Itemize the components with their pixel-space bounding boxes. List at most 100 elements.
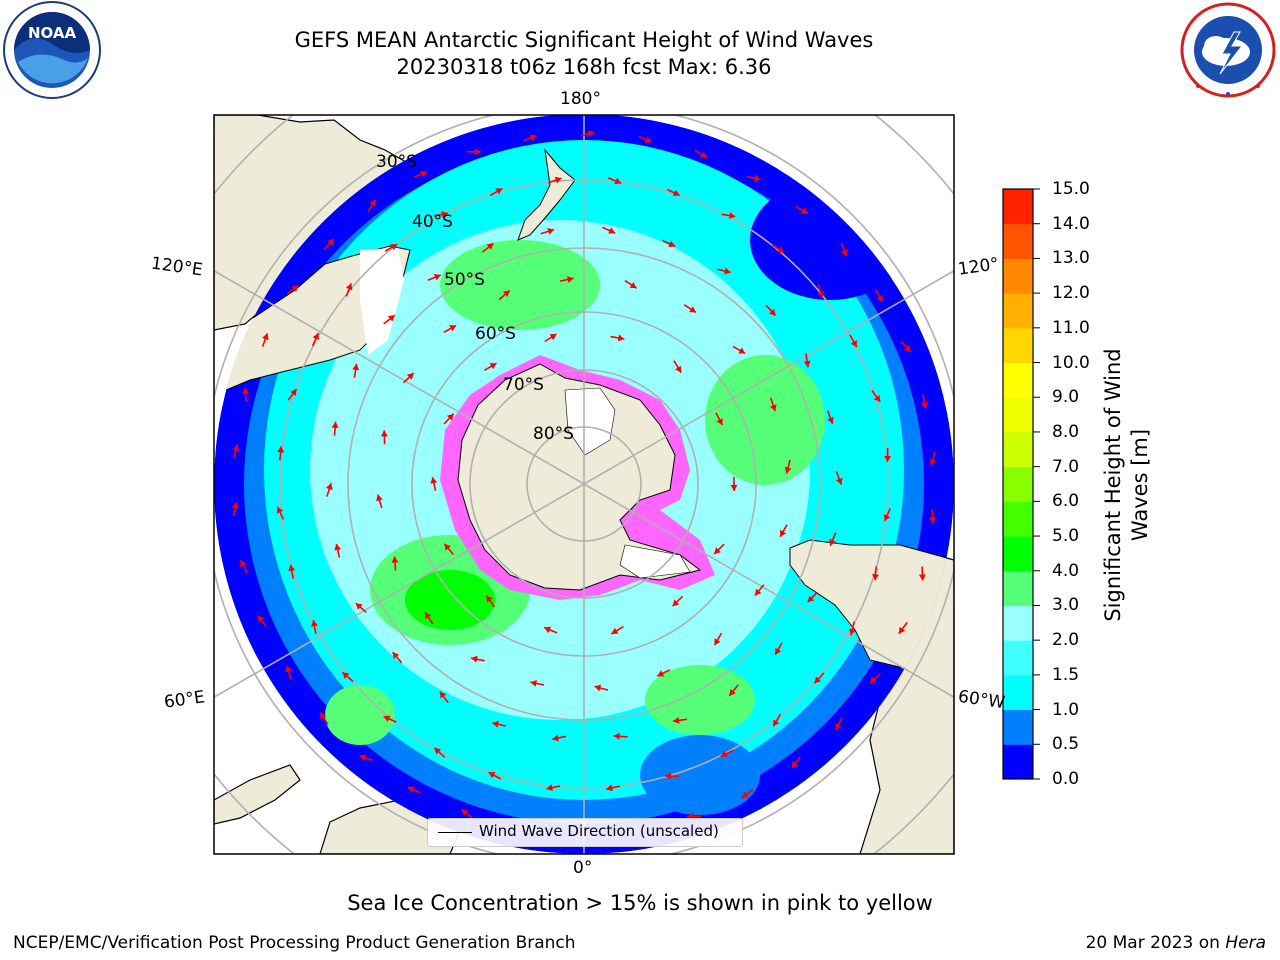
wave-direction-arrowhead xyxy=(547,228,554,235)
colorbar-tick-label: 7.0 xyxy=(1052,456,1080,477)
wave-direction-arrowhead xyxy=(775,647,782,655)
wave-direction-arrowhead xyxy=(471,655,478,663)
wave-direction-arrowhead xyxy=(817,291,824,298)
wave-direction-arrowhead xyxy=(424,612,432,620)
wave-direction-arrowhead xyxy=(873,395,881,402)
wave-direction-arrowhead xyxy=(791,761,799,768)
colorbar-tick-label: 1.5 xyxy=(1052,664,1080,685)
colorbar-bin xyxy=(1003,397,1033,433)
wave-direction-arrowhead xyxy=(773,719,780,727)
colorbar-tick-label: 14.0 xyxy=(1052,213,1090,234)
wave-direction-arrowhead xyxy=(629,282,637,289)
wave-direction-arrowhead xyxy=(312,333,319,340)
wave-direction-arrowhead xyxy=(486,243,494,250)
colorbar-bin xyxy=(1003,709,1033,745)
wave-direction-arrowhead xyxy=(800,207,808,214)
wave-direction-arrowhead xyxy=(441,211,448,218)
footer-producer: NCEP/EMC/Verification Post Processing Pr… xyxy=(13,933,576,953)
wave-direction-arrowhead xyxy=(614,177,622,185)
lon-label-0: 0° xyxy=(573,858,593,878)
svg-text:NOAA: NOAA xyxy=(28,24,77,42)
colorbar-tick-label: 6.0 xyxy=(1052,491,1080,512)
colorbar-tick-label: 1.0 xyxy=(1052,699,1080,720)
lon-label-180: 180° xyxy=(560,89,601,109)
wave-direction-arrowhead xyxy=(390,244,398,251)
wave-direction-arrowhead xyxy=(729,212,736,219)
colorbar-bin xyxy=(1003,640,1033,676)
footer-date-text: 20 Mar 2023 on xyxy=(1085,933,1226,953)
wave-direction-arrowhead xyxy=(492,720,499,728)
wave-direction-arrowhead xyxy=(434,747,442,755)
wave-direction-arrowhead xyxy=(311,620,318,627)
footer-date: 20 Mar 2023 on Hera xyxy=(1086,933,1266,953)
wave-direction-arrowhead xyxy=(776,246,784,253)
wave-direction-arrowhead xyxy=(549,334,557,341)
colorbar-label-line2: Waves [m] xyxy=(1128,428,1152,542)
wave-direction-arrowhead xyxy=(285,665,293,673)
wave-direction-arrowhead xyxy=(835,723,842,730)
wave-direction-arrowhead xyxy=(327,239,334,246)
nws-logo xyxy=(1180,2,1276,98)
wave-direction-arrowhead xyxy=(929,458,937,466)
lat-label-40s: 40°S xyxy=(412,212,453,232)
colorbar-bin xyxy=(1003,501,1033,537)
wave-direction-arrowhead xyxy=(407,786,415,793)
wave-direction-arrowhead xyxy=(814,676,822,684)
colorbar-bin xyxy=(1003,293,1033,329)
wave-direction-arrowhead xyxy=(738,347,746,354)
lat-label-60s: 60°S xyxy=(475,324,516,344)
wave-direction-arrowhead xyxy=(495,188,503,195)
wave-direction-arrowhead xyxy=(530,680,537,687)
wave-direction-arrowhead xyxy=(850,340,857,348)
wave-direction-arrowhead xyxy=(898,626,906,634)
colorbar-tick-label: 10.0 xyxy=(1052,352,1090,373)
lat-label-30s: 30°S xyxy=(376,152,417,172)
map-legend: Wind Wave Direction (unscaled) xyxy=(427,818,743,847)
wave-direction-arrowhead xyxy=(780,529,787,537)
wave-direction-arrowhead xyxy=(342,672,350,679)
wave-direction-arrowhead xyxy=(841,249,848,257)
wave-direction-arrowhead xyxy=(291,285,299,292)
wave-direction-arrowhead xyxy=(918,574,926,581)
lat-label-80s: 80°S xyxy=(533,424,574,444)
colorbar-tick-label: 11.0 xyxy=(1052,317,1090,338)
wave-direction-arrowhead xyxy=(724,267,731,275)
wave-direction-arrowhead xyxy=(355,603,363,610)
wave-direction-arrowhead xyxy=(716,418,723,426)
wave-direction-arrowhead xyxy=(587,130,595,138)
wave-direction-arrowhead xyxy=(288,564,296,572)
wave-direction-arrowhead xyxy=(488,772,496,779)
wave-direction-arrowhead xyxy=(675,365,682,373)
colorbar-bin xyxy=(1003,189,1033,225)
wave-direction-arrowhead xyxy=(552,734,559,742)
colorbar-bin xyxy=(1003,223,1033,259)
wave-direction-arrowhead xyxy=(672,189,680,196)
wave-direction-arrowhead xyxy=(277,446,285,453)
wave-direction-arrowhead xyxy=(376,494,383,502)
wave-direction-arrowhead xyxy=(486,595,493,603)
wave-direction-arrowhead xyxy=(754,588,762,596)
legend-label: Wind Wave Direction (unscaled) xyxy=(479,822,719,840)
colorbar-bin xyxy=(1003,744,1033,780)
wave-direction-arrowhead xyxy=(391,556,399,563)
colorbar-tick-label: 5.0 xyxy=(1052,526,1080,547)
wave-direction-arrowhead xyxy=(326,483,333,491)
wave-direction-arrowhead xyxy=(829,538,836,546)
wave-direction-arrowhead xyxy=(461,809,469,816)
colorbar xyxy=(1003,188,1040,780)
wave-direction-arrowhead xyxy=(770,404,777,412)
wave-direction-arrowhead xyxy=(714,547,721,554)
lat-label-50s: 50°S xyxy=(444,270,485,290)
wave-direction-arrowhead xyxy=(673,716,680,724)
colorbar-tick-label: 12.0 xyxy=(1052,283,1090,304)
wave-direction-arrowhead xyxy=(345,283,353,291)
wave-direction-arrowhead xyxy=(449,325,457,332)
wave-direction-arrowhead xyxy=(606,784,613,792)
map-frame xyxy=(213,114,955,855)
wind-wave-arrows xyxy=(231,130,937,838)
wave-direction-arrowhead xyxy=(474,148,481,156)
colorbar-tick-label: 0.0 xyxy=(1052,769,1080,789)
colorbar-tick-label: 0.5 xyxy=(1052,734,1080,755)
wave-direction-arrowhead xyxy=(544,626,552,634)
